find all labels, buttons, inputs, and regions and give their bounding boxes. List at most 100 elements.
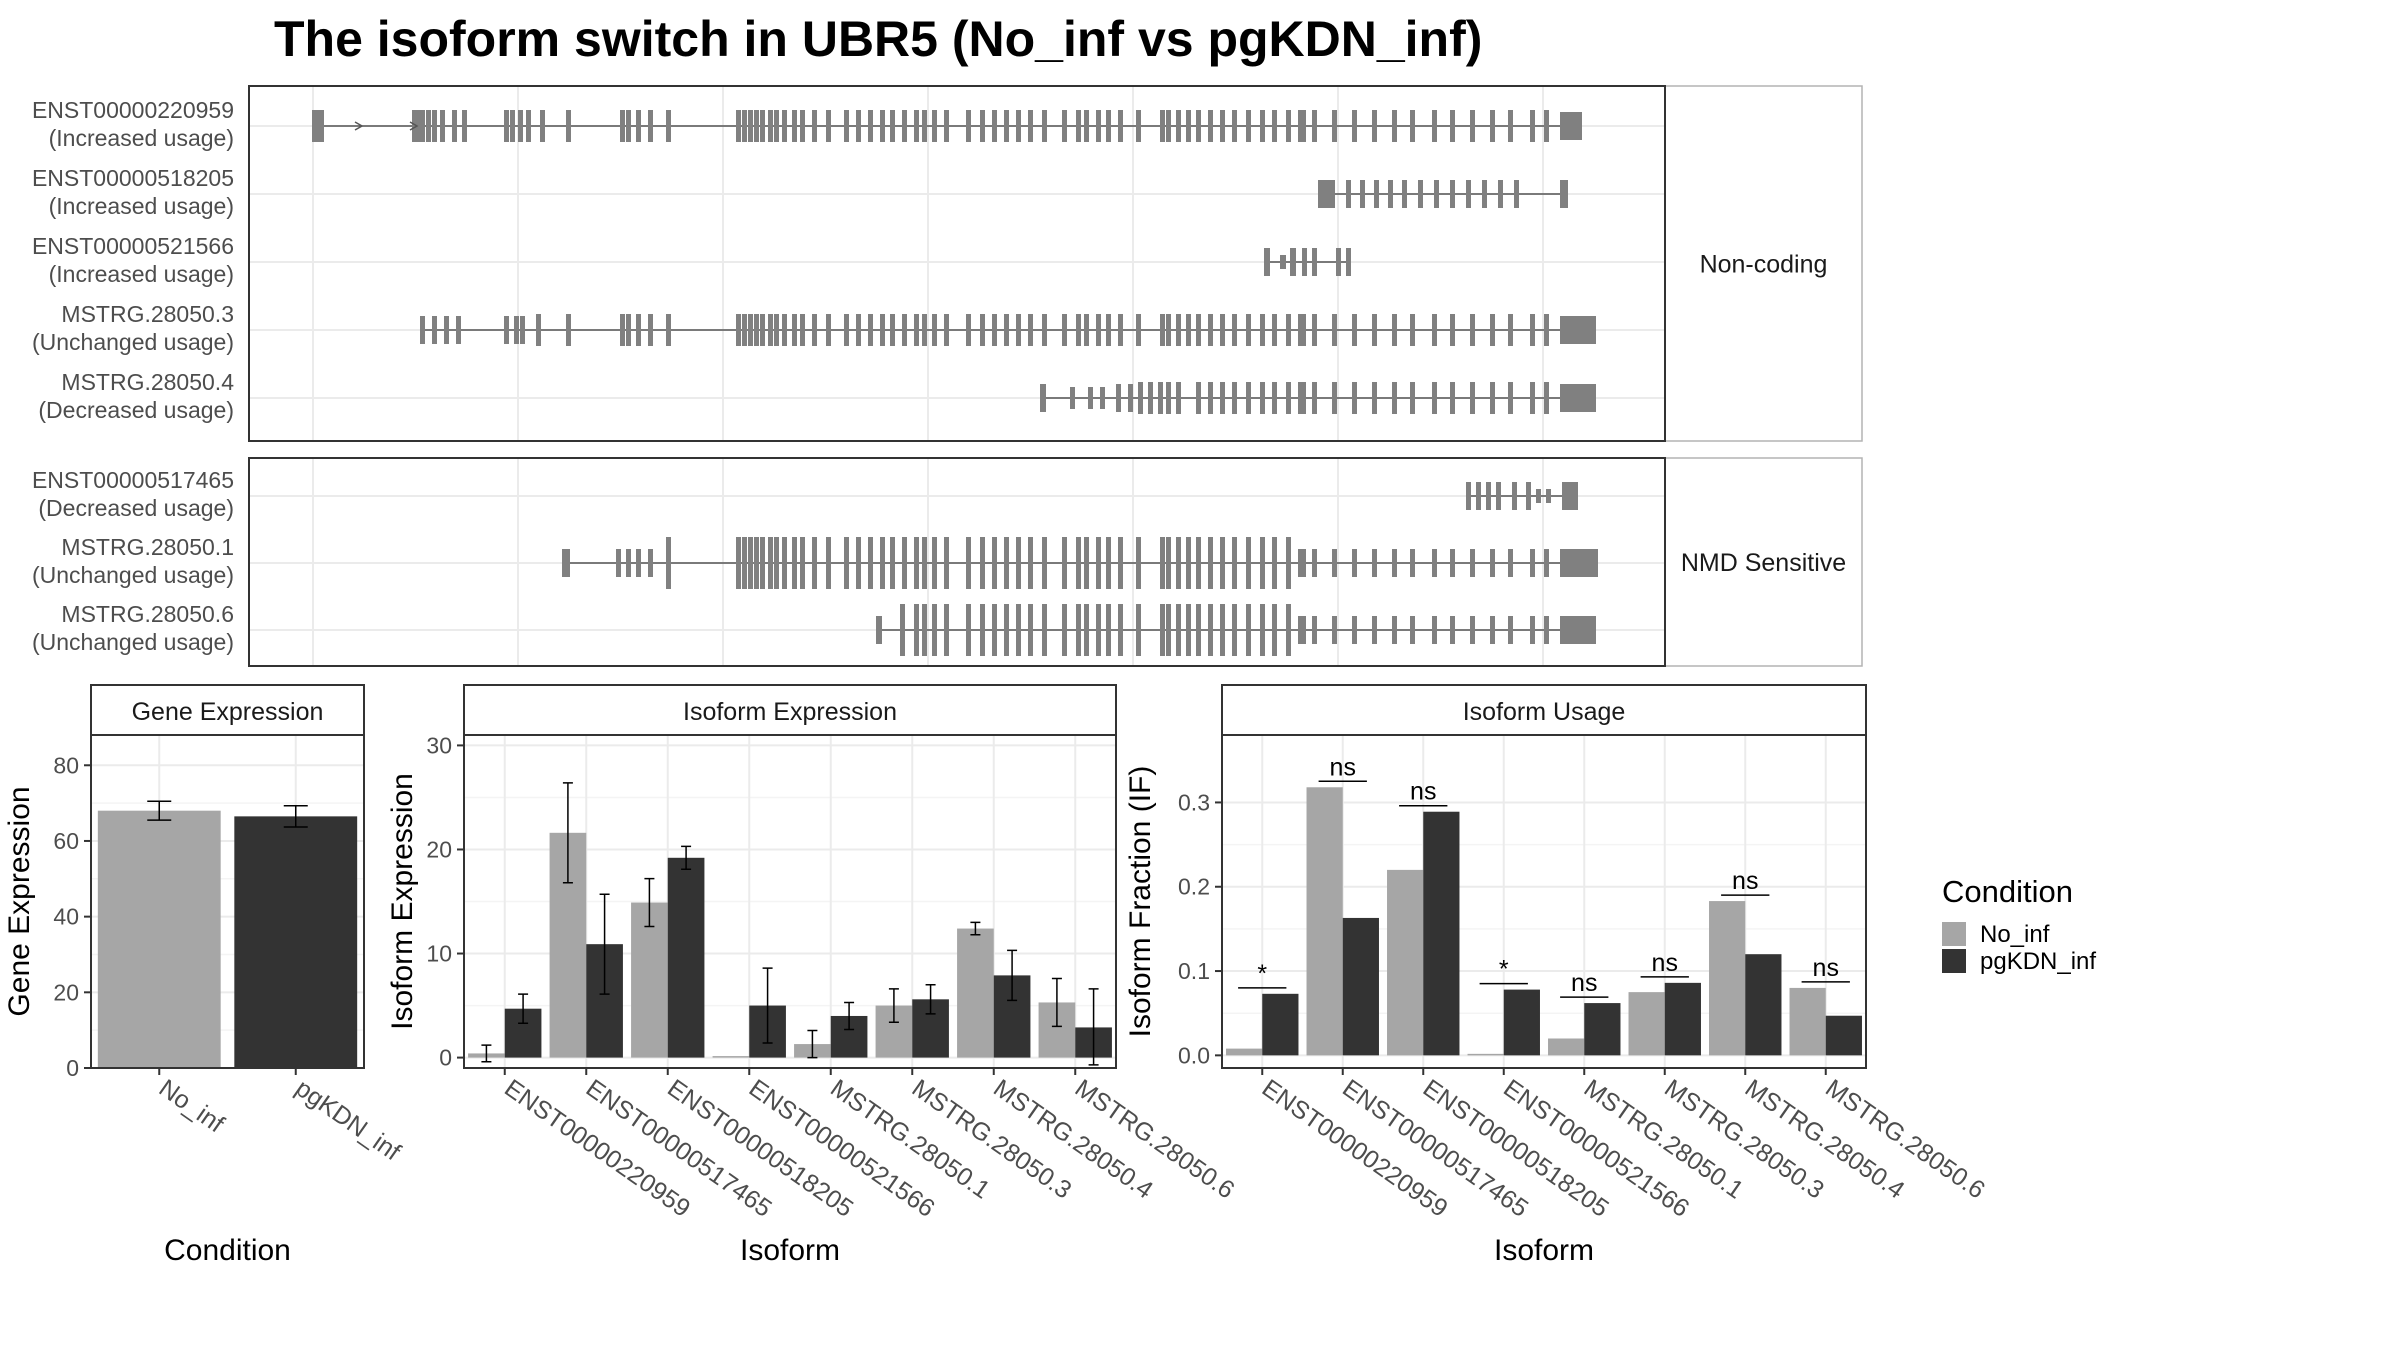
exon-block (1470, 110, 1475, 142)
exon-block (1028, 314, 1033, 346)
exon-block (1004, 604, 1009, 656)
exon-block (1352, 314, 1357, 346)
bar (1548, 1038, 1585, 1056)
exon-block (1466, 180, 1471, 208)
significance-label: * (1257, 960, 1267, 988)
exon-block (1562, 482, 1578, 510)
exon-block (1490, 110, 1495, 142)
isoform-label: ENST00000220959 (32, 97, 234, 123)
exon-block (944, 110, 949, 142)
error-bar (283, 805, 308, 828)
y-tick-label: 0.2 (1178, 874, 1210, 900)
exon-block (1508, 314, 1513, 346)
exon-block (1016, 604, 1021, 656)
exon-block (992, 604, 997, 656)
exon-block (1138, 382, 1143, 414)
bar (1342, 917, 1379, 1056)
exon-block (1160, 604, 1165, 656)
exon-block (1196, 537, 1201, 589)
exon-block (1392, 110, 1397, 142)
exon-block (1016, 314, 1021, 346)
exon-block (1312, 110, 1317, 142)
exon-block (1272, 537, 1277, 589)
exon-block (1470, 314, 1475, 346)
exon-block (1106, 537, 1111, 589)
exon-block (1530, 314, 1535, 346)
exon-block (440, 110, 445, 142)
exon-block (1096, 314, 1101, 346)
exon-block (944, 604, 949, 656)
exon-block (1536, 489, 1541, 503)
exon-block (1232, 110, 1237, 142)
exon-block (1186, 604, 1191, 656)
error-bar (888, 988, 899, 1023)
error-bar (644, 877, 655, 928)
exon-block (1260, 537, 1265, 589)
significance-label: ns (1732, 867, 1758, 895)
exon-block (1176, 110, 1181, 142)
exon-block (1076, 537, 1081, 589)
exon-block (1560, 112, 1582, 140)
significance-label: ns (1571, 969, 1597, 997)
exon-block (1332, 110, 1337, 142)
exon-block (1076, 604, 1081, 656)
exon-block (620, 110, 625, 142)
exon-block (1166, 314, 1171, 346)
isoform-usage-label: (Decreased usage) (38, 397, 234, 423)
exon-block (1410, 616, 1415, 644)
error-bar (481, 1044, 492, 1063)
exon-block (1312, 549, 1317, 577)
exon-block (1298, 616, 1306, 644)
exon-block (1136, 604, 1141, 656)
exon-block (1410, 549, 1415, 577)
exon-block (1312, 382, 1317, 414)
exon-block (1432, 616, 1437, 644)
exon-block (736, 110, 741, 142)
exon-block (742, 314, 747, 346)
exon-block (1208, 110, 1213, 142)
exon-block (1166, 604, 1171, 656)
exon-block (1062, 537, 1067, 589)
exon-block (1560, 316, 1596, 344)
chart-title: Isoform Expression (683, 698, 897, 726)
exon-block (844, 537, 849, 589)
exon-block (1118, 110, 1123, 142)
exon-block (510, 110, 515, 142)
group-strip (1664, 457, 1863, 667)
exon-block (1004, 314, 1009, 346)
bar-charts: Gene Expression 0 20 40 60 80 No_inf pgKDN_inf C… (3, 684, 1990, 1267)
chart-isoform-expression: Isoform Expression0102030ENST00000220959… (386, 684, 1240, 1267)
error-bar (762, 967, 773, 1044)
exon-block (1096, 604, 1101, 656)
exon-block (1070, 387, 1075, 409)
exon-block (1160, 537, 1165, 589)
chart-gene-expression: Gene Expression 0 20 40 60 80 No_inf pgKDN_inf C… (3, 684, 405, 1267)
exon-block (1280, 255, 1286, 269)
exon-block (536, 314, 541, 346)
exon-block (1176, 604, 1181, 656)
exon-block (1560, 616, 1596, 644)
legend-label: No_inf (1980, 921, 2050, 948)
exon-block (1028, 537, 1033, 589)
exon-block (420, 316, 425, 344)
exon-block (1062, 604, 1067, 656)
exon-block (1166, 537, 1171, 589)
exon-block (1136, 314, 1141, 346)
error-bar (970, 921, 981, 936)
exon-block (1508, 616, 1513, 644)
exon-block (1272, 604, 1277, 656)
exon-block (1272, 110, 1277, 142)
y-tick-label: 20 (426, 836, 452, 862)
exon-block (1392, 616, 1397, 644)
chart-strip (463, 684, 1117, 736)
exon-block (1450, 180, 1455, 208)
significance-label: ns (1410, 778, 1436, 806)
y-axis-title: Isoform Fraction (IF) (1124, 766, 1157, 1038)
exon-block (890, 110, 895, 142)
exon-block (760, 314, 765, 346)
bar (667, 857, 705, 1058)
exon-block (504, 110, 509, 142)
exon-block (1352, 549, 1357, 577)
x-tick-label: pgKDN_inf (290, 1074, 405, 1166)
